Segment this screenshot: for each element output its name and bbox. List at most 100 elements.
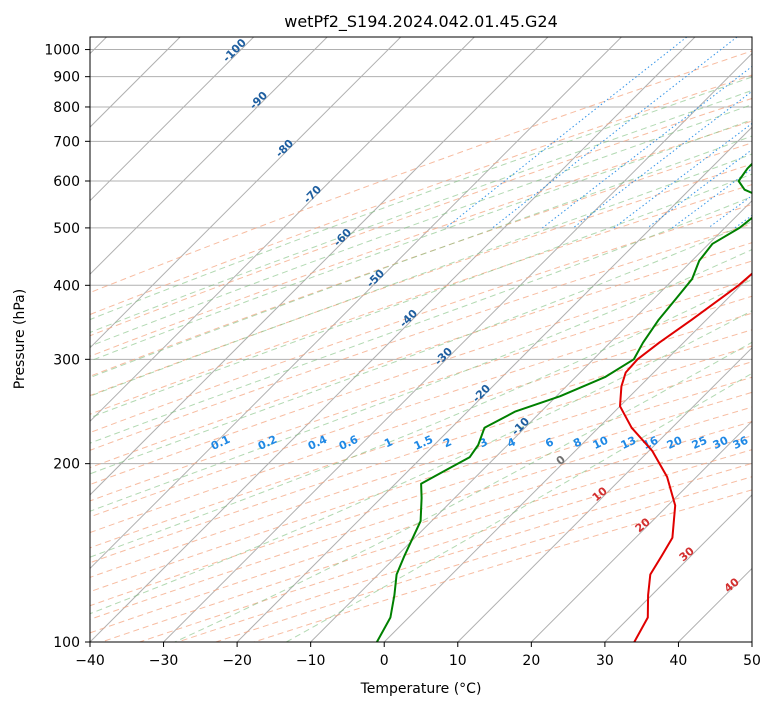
isotherm-label: -30 [432, 345, 455, 368]
dry-adiabat-line [90, 120, 752, 357]
moist-adiabat-line [90, 196, 752, 444]
chart-title: wetPf2_S194.2024.042.01.45.G24 [284, 12, 558, 32]
mixing-ratio-label: 13 [619, 434, 638, 452]
mixing-ratio-label: 0.6 [337, 433, 360, 453]
mixing-ratio-label: 10 [591, 434, 611, 452]
moist-adiabat-label: 40 [722, 575, 742, 595]
moist-adiabat-line [90, 249, 752, 512]
mixing-ratio-label: 1.5 [412, 433, 435, 453]
x-tick-label: 50 [743, 653, 761, 669]
dry-adiabat-line [90, 312, 752, 534]
y-tick-label: 500 [53, 221, 80, 237]
mixing-ratio-label: 16 [641, 434, 661, 452]
moist-adiabat-line [90, 104, 752, 347]
isotherm-gridline [751, 641, 752, 642]
moist-adiabat-line [90, 76, 752, 321]
moist-adiabat-line [90, 173, 752, 419]
dry-adiabat-line [90, 260, 752, 486]
moist-adiabat-line [174, 341, 752, 642]
series-group [376, 162, 752, 642]
mixing-ratio-label: 30 [711, 434, 731, 452]
dry-adiabat-line [90, 345, 752, 564]
isotherm-gridline [90, 37, 549, 496]
dry-adiabat-line [90, 295, 752, 518]
mixing-ratio-line [542, 65, 752, 229]
dry-adiabat-line [90, 242, 752, 469]
isotherm-gridline [383, 273, 752, 642]
x-tick-label: −40 [75, 653, 105, 669]
isotherm-gridline [236, 126, 752, 642]
y-tick-label: 200 [53, 457, 80, 473]
dry-adiabat-line [90, 361, 752, 578]
profile-line [376, 162, 752, 642]
dry-adiabat-line [101, 435, 752, 642]
mixing-ratio-label: 1 [382, 435, 394, 450]
mixing-ratio-label: 2 [441, 435, 453, 450]
dry-adiabat-line [90, 163, 752, 397]
x-tick-label: −30 [149, 653, 179, 669]
x-tick-label: 0 [380, 653, 389, 669]
isotherm-gridline [163, 52, 752, 642]
dry-adiabat-line [90, 223, 752, 451]
isotherm-gridline [457, 347, 752, 642]
dry-adiabat-line [90, 74, 752, 316]
plot-clip-group: -100-90-80-70-60-50-40-30-20-100.1 0.2 0.4… [90, 37, 752, 642]
x-tick-label: −20 [222, 653, 252, 669]
isotherm-label: -10 [509, 415, 532, 438]
isotherm-label: -90 [247, 89, 270, 112]
plot-frame [89, 36, 753, 643]
isotherm-gridline [90, 37, 328, 275]
y-tick-label: 400 [53, 278, 80, 294]
y-tick-label: 600 [53, 174, 80, 190]
mixing-ratio-label: 25 [690, 434, 709, 452]
dry-adiabat-line [90, 376, 752, 593]
x-tick-label: −10 [296, 653, 326, 669]
y-tick-label: 700 [53, 134, 80, 150]
plot-area: -100-90-80-70-60-50-40-30-20-100.1 0.2 0.4… [90, 37, 752, 642]
y-tick-label: 1000 [44, 43, 80, 59]
dry-adiabat-line [90, 421, 752, 634]
dry-adiabat-line [90, 391, 752, 607]
x-tick-label: 10 [449, 653, 467, 669]
mixing-ratio-label: 0.1 [209, 433, 232, 453]
isotherm-label: -50 [364, 267, 387, 290]
mixing-ratio-label: 36 [731, 434, 751, 452]
moist-adiabat-label: 20 [633, 515, 653, 535]
x-tick-label: 20 [522, 653, 540, 669]
moist-adiabat-line [90, 153, 752, 397]
mixing-ratio-label: 20 [665, 434, 685, 452]
moist-adiabat-line [90, 89, 752, 333]
isotherm-label: -70 [301, 183, 324, 206]
x-axis: −40 −30 −20 −10 0 10 20 30 40 50 [75, 642, 761, 669]
isotherm-gridline [90, 37, 402, 349]
isotherm-gridline [90, 37, 696, 642]
x-axis-title: Temperature (°C) [360, 681, 482, 697]
moist-adiabat-line [90, 119, 752, 362]
mixing-ratio-label: 0.2 [256, 433, 279, 453]
moist-adiabat-line [90, 310, 752, 615]
x-tick-label: 30 [596, 653, 614, 669]
y-axis-title: Pressure (hPa) [12, 289, 28, 389]
isotherm-gridline [604, 494, 752, 642]
mixing-ratio-line [445, 37, 688, 229]
isotherm-gridline [530, 420, 752, 642]
isotherm-gridline [90, 37, 255, 202]
mixing-ratio-line [492, 37, 738, 229]
y-tick-label: 900 [53, 70, 80, 86]
isotherm-label: -60 [331, 226, 354, 249]
mixing-ratio-label: 8 [571, 435, 583, 450]
y-tick-label: 800 [53, 100, 80, 116]
dry-adiabat-line [90, 50, 752, 294]
isotherm-gridline [90, 37, 475, 423]
dry-adiabat-line [90, 329, 752, 549]
dry-adiabat-line [90, 203, 752, 434]
y-tick-label: 300 [53, 352, 80, 368]
mixing-ratio-line [734, 214, 752, 229]
isotherm-label: -80 [273, 137, 296, 160]
isotherm-gridline [90, 37, 622, 570]
y-tick-label: 100 [53, 635, 80, 651]
x-tick-label: 40 [670, 653, 688, 669]
y-axis: 100 200 300 400 500 600 700 800 900 1000 [44, 43, 90, 651]
isotherm-label: -40 [397, 307, 420, 330]
